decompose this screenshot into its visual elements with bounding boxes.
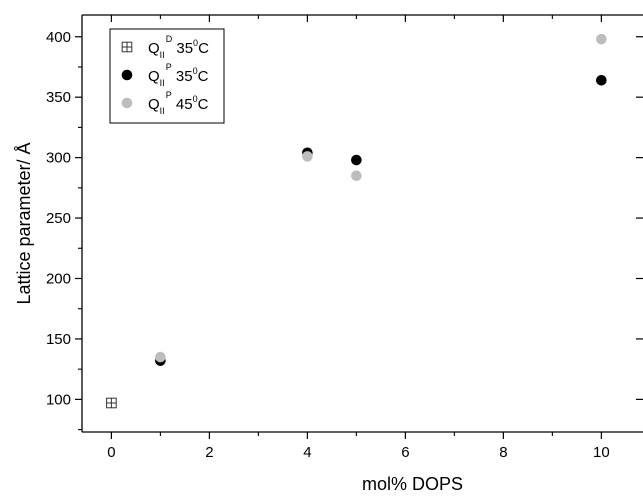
y-tick-label: 100	[46, 391, 71, 408]
legend-label-1: QIID 350C	[148, 34, 209, 60]
y-tick-label: 400	[46, 29, 71, 46]
y-tick-label: 150	[46, 331, 71, 348]
x-tick-label: 0	[107, 444, 115, 461]
data-point-series-3	[596, 33, 607, 45]
x-tick-label: 10	[593, 444, 610, 461]
y-axis-title: Lattice parameter/ Å	[14, 142, 34, 304]
x-tick-label: 8	[499, 444, 507, 461]
y-tick-label: 350	[46, 89, 71, 106]
data-point-series-3	[302, 151, 313, 162]
data-point-series-2	[351, 154, 362, 166]
legend-marker-2	[121, 69, 133, 81]
y-tick-label: 250	[46, 210, 71, 227]
data-point-series-2	[596, 74, 607, 86]
y-axis: 100 150 200 250 300 350 400	[46, 29, 643, 431]
plot-frame	[81, 14, 643, 433]
x-axis-title: mol% DOPS	[362, 474, 463, 494]
data-point-series-3	[351, 170, 362, 182]
data-point-series-1	[106, 397, 117, 409]
data-point-series-3	[155, 351, 166, 363]
legend-marker-3	[121, 97, 133, 109]
x-tick-label: 2	[205, 444, 213, 461]
y-tick-label: 300	[46, 150, 71, 167]
legend-marker-1	[121, 41, 133, 53]
legend-label-2: QIIP 350C	[148, 62, 209, 88]
x-axis: 0 2 4 6 8 10	[107, 15, 610, 461]
x-tick-label: 6	[401, 444, 409, 461]
y-tick-label: 200	[46, 270, 71, 287]
legend-label-3: QIIP 450C	[148, 90, 209, 116]
data-points	[106, 33, 607, 409]
x-tick-label: 4	[303, 444, 311, 461]
